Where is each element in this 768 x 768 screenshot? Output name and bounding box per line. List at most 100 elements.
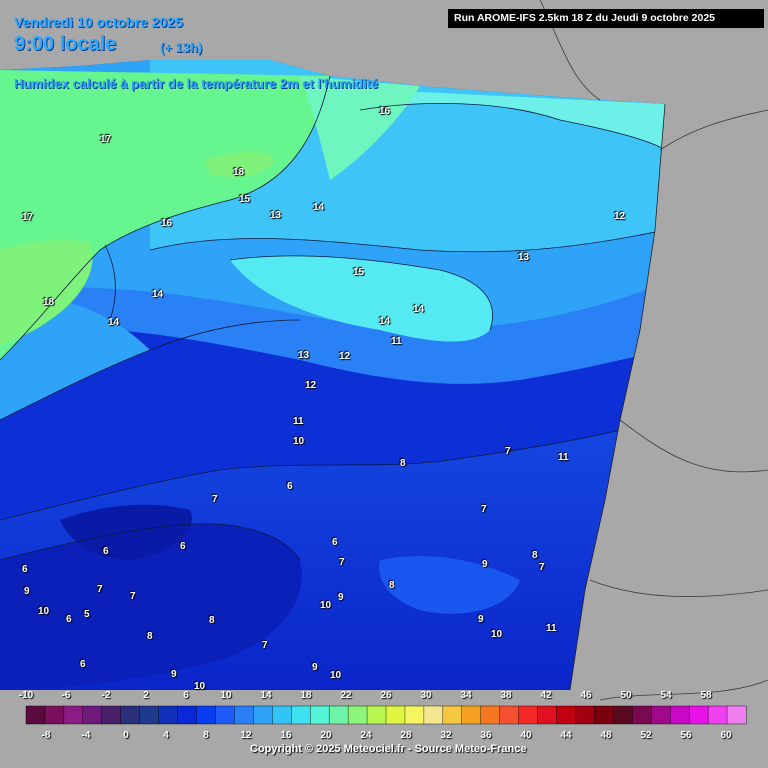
map-value-label: 7 xyxy=(262,640,268,651)
map-value-label: 14 xyxy=(413,304,425,315)
colour-scale-swatch xyxy=(480,705,501,725)
map-value-label: 7 xyxy=(97,584,103,595)
run-info-banner: Run AROME-IFS 2.5km 18 Z du Jeudi 9 octo… xyxy=(448,9,764,28)
colour-scale-swatch xyxy=(707,705,728,725)
map-value-label: 14 xyxy=(379,316,391,327)
colour-scale-swatch xyxy=(101,705,122,725)
map-value-label: 13 xyxy=(270,210,282,221)
map-value-label: 12 xyxy=(305,380,317,391)
map-value-label: 9 xyxy=(312,662,318,673)
colour-scale-swatch xyxy=(139,705,160,725)
map-value-label: 11 xyxy=(293,416,304,427)
colour-scale-swatch xyxy=(556,705,576,725)
colour-scale-swatch xyxy=(442,705,463,725)
map-value-label: 6 xyxy=(332,537,338,548)
map-value-label: 5 xyxy=(84,609,90,620)
colour-scale-swatch xyxy=(385,705,406,725)
colour-scale-swatch xyxy=(196,705,216,725)
colour-scale-swatch xyxy=(688,705,709,725)
map-value-label: 16 xyxy=(379,106,391,117)
colour-scale-swatch xyxy=(234,705,254,725)
map-value-label: 9 xyxy=(478,614,484,625)
colour-scale-tick-label: 10 xyxy=(220,690,232,701)
map-value-label: 12 xyxy=(339,351,351,362)
colour-scale-swatch xyxy=(63,705,84,725)
colour-scale-tick-label: 12 xyxy=(240,730,252,741)
map-value-label: 18 xyxy=(233,167,245,178)
colour-scale-tick-label: 0 xyxy=(123,730,129,741)
map-value-label: 8 xyxy=(532,550,538,561)
colour-scale-swatch xyxy=(25,705,46,725)
colour-scale-tick-label: 22 xyxy=(340,690,352,701)
forecast-time: 9:00 locale xyxy=(14,33,117,55)
colour-scale xyxy=(25,705,747,725)
map-value-label: 7 xyxy=(539,562,545,573)
colour-scale-swatch xyxy=(82,705,103,725)
map-value-label: 11 xyxy=(558,452,569,463)
colour-scale-tick-label: 50 xyxy=(620,690,632,701)
colour-scale-tick-label: 60 xyxy=(720,730,732,741)
colour-scale-tick-label: 42 xyxy=(540,690,552,701)
colour-scale-tick-label: 36 xyxy=(480,730,492,741)
colour-scale-tick-label: 56 xyxy=(680,730,692,741)
colour-scale-tick-label: 52 xyxy=(640,730,652,741)
colour-scale-tick-label: -2 xyxy=(101,690,111,701)
country-borders xyxy=(539,0,768,701)
colour-scale-swatch xyxy=(120,705,141,725)
map-value-label: 7 xyxy=(212,494,218,505)
map-value-label: 14 xyxy=(108,317,120,328)
colour-scale-tick-label: -10 xyxy=(18,690,34,701)
map-value-label: 9 xyxy=(24,586,30,597)
map-value-label: 12 xyxy=(614,211,626,222)
copyright-notice: Copyright © 2025 Meteociel.fr - Source M… xyxy=(250,743,527,755)
colour-scale-swatch xyxy=(158,705,179,725)
colour-scale-tick-label: 26 xyxy=(380,690,392,701)
colour-scale-tick-label: 54 xyxy=(660,690,672,701)
map-value-label: 15 xyxy=(239,194,251,205)
colour-scale-tick-label: 8 xyxy=(203,730,209,741)
colour-scale-swatch xyxy=(594,705,614,725)
colour-scale-swatch xyxy=(461,705,482,725)
map-value-label: 8 xyxy=(209,615,215,626)
colour-scale-tick-label: 4 xyxy=(163,730,169,741)
map-value-label: 18 xyxy=(43,297,55,308)
colour-scale-tick-label: -4 xyxy=(81,730,91,741)
colour-scale-tick-label: 38 xyxy=(500,690,512,701)
map-value-label: 14 xyxy=(152,289,164,300)
colour-scale-tick-label: -6 xyxy=(61,690,71,701)
map-value-label: 10 xyxy=(38,606,50,617)
map-value-label: 16 xyxy=(161,218,173,229)
map-value-label: 9 xyxy=(338,592,344,603)
forecast-lead-time: (+ 13h) xyxy=(160,40,203,55)
map-value-label: 9 xyxy=(171,669,177,680)
colour-scale-tick-label: 58 xyxy=(700,690,712,701)
colour-scale-swatch xyxy=(404,705,425,725)
map-value-label: 17 xyxy=(22,212,34,223)
map-value-label: 6 xyxy=(22,564,28,575)
map-value-label: 8 xyxy=(400,458,406,469)
colour-scale-swatch xyxy=(347,705,368,725)
forecast-date: Vendredi 10 octobre 2025 xyxy=(14,14,183,30)
colour-scale-tick-label: -8 xyxy=(41,730,51,741)
map-value-label: 8 xyxy=(389,580,395,591)
map-value-label: 14 xyxy=(313,202,325,213)
map-value-label: 9 xyxy=(482,559,488,570)
map-value-label: 15 xyxy=(353,267,365,278)
colour-scale-swatch xyxy=(726,705,747,725)
humidex-field xyxy=(0,60,665,690)
map-value-label: 7 xyxy=(505,446,511,457)
colour-scale-tick-label: 28 xyxy=(400,730,412,741)
variable-title: Humidex calculé à partir de la températu… xyxy=(14,76,379,91)
colour-scale-tick-label: 32 xyxy=(440,730,452,741)
colour-scale-tick-label: 34 xyxy=(460,690,472,701)
colour-scale-swatch xyxy=(44,705,65,725)
colour-scale-swatch xyxy=(310,705,330,725)
map-value-label: 11 xyxy=(391,336,402,347)
map-value-label: 8 xyxy=(147,631,153,642)
colour-scale-tick-label: 44 xyxy=(560,730,572,741)
map-value-label: 7 xyxy=(481,504,487,515)
colour-scale-swatch xyxy=(423,705,444,725)
colour-scale-swatch xyxy=(613,705,633,725)
